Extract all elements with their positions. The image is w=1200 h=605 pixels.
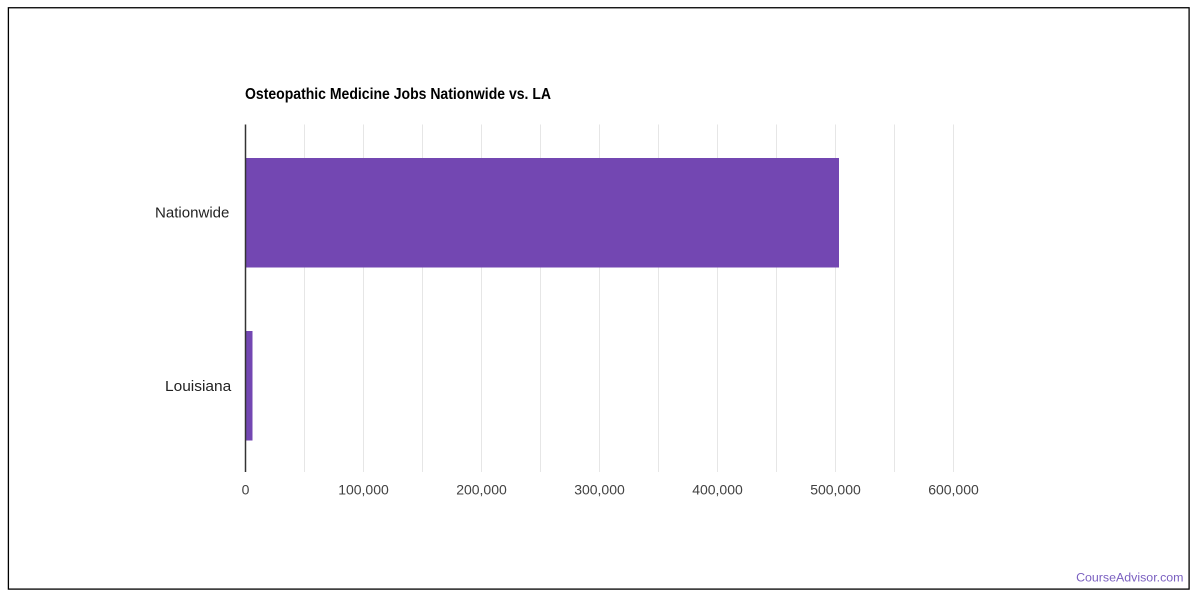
- svg-text:600,000: 600,000: [928, 481, 979, 497]
- svg-text:Louisiana: Louisiana: [165, 378, 232, 395]
- svg-text:Nationwide: Nationwide: [155, 205, 229, 222]
- svg-text:Osteopathic Medicine Jobs Nati: Osteopathic Medicine Jobs Nationwide vs.…: [245, 86, 551, 103]
- svg-text:200,000: 200,000: [456, 481, 507, 497]
- svg-text:0: 0: [242, 481, 250, 497]
- svg-text:CourseAdvisor.com: CourseAdvisor.com: [1076, 571, 1183, 585]
- svg-text:500,000: 500,000: [810, 481, 861, 497]
- svg-text:300,000: 300,000: [574, 481, 625, 497]
- svg-text:400,000: 400,000: [692, 481, 743, 497]
- svg-text:100,000: 100,000: [338, 481, 389, 497]
